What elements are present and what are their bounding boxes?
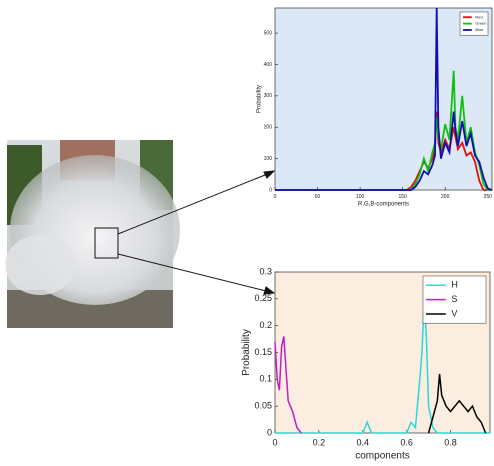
y-tick-label: 400: [264, 62, 273, 68]
legend-label: Red: [475, 14, 482, 19]
x-tick-label: 0.2: [313, 437, 326, 447]
plot-area: [275, 8, 492, 190]
y-tick-label: 0.15: [254, 347, 272, 357]
y-tick-label: 0.05: [254, 401, 272, 411]
x-tick-label: 200: [441, 194, 450, 200]
y-tick-label: 0.2: [259, 320, 272, 330]
y-tick-label: 0.1: [259, 374, 272, 384]
y-tick-label: 0: [269, 187, 272, 193]
y-tick-label: 0: [267, 427, 272, 437]
y-tick-label: 0.25: [254, 293, 272, 303]
x-tick-label: 100: [356, 194, 365, 200]
y-tick-label: 500: [264, 30, 273, 36]
y-tick-label: 300: [264, 93, 273, 99]
y-tick-label: 0.3: [259, 266, 272, 276]
y-axis-label: Probability: [257, 85, 263, 113]
x-axis-label: components: [355, 450, 409, 461]
x-tick-label: 0.4: [356, 437, 369, 447]
legend-label: V: [451, 308, 457, 318]
y-axis-label: Probability: [241, 329, 252, 376]
legend-label: S: [451, 294, 457, 304]
legend-label: H: [451, 280, 458, 290]
x-tick-label: 150: [398, 194, 407, 200]
photo: [5, 140, 180, 328]
x-tick-label: 0.8: [444, 437, 457, 447]
x-tick-label: 50: [315, 194, 321, 200]
figure: 0 100 200 300 400 500 0 50 100 150 200 250 R,G,B-com…: [0, 0, 494, 466]
x-axis-label: R,G,B-components: [358, 202, 409, 208]
y-tick-label: 200: [264, 125, 273, 131]
x-tick-label: 0: [274, 194, 277, 200]
x-tick-label: 0.6: [400, 437, 413, 447]
legend-label: Green: [475, 21, 486, 26]
legend-label: Blue: [475, 27, 484, 32]
y-tick-label: 100: [264, 156, 273, 162]
x-tick-label: 250: [484, 194, 493, 200]
x-tick-label: 0: [272, 437, 277, 447]
